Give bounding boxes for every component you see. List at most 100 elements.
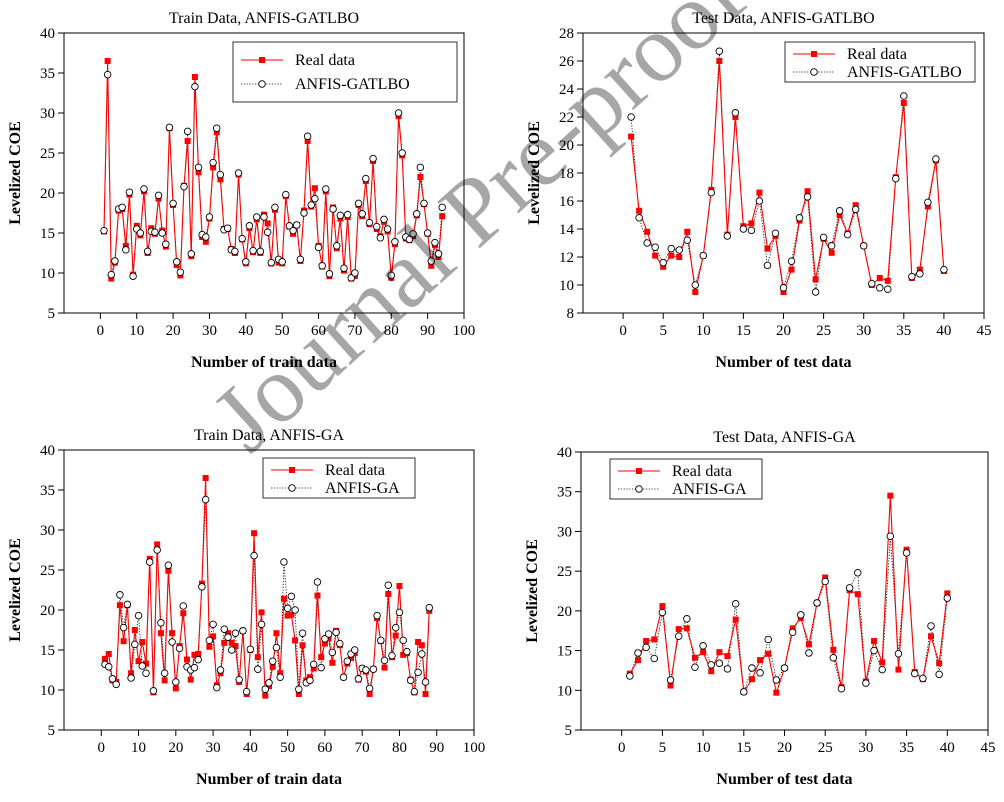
real-data-point xyxy=(876,275,883,281)
y-tick-label: 40 xyxy=(40,443,55,459)
model-data-point xyxy=(249,246,257,255)
y-tick-label: 10 xyxy=(40,266,55,282)
y-tick-label: 18 xyxy=(559,166,574,182)
real-data-point xyxy=(708,668,715,675)
model-data-point xyxy=(843,230,852,239)
real-data-point xyxy=(748,220,755,227)
x-tick-label: 0 xyxy=(618,740,626,756)
legend-box xyxy=(262,457,416,499)
model-data-point xyxy=(908,272,916,281)
model-data-point xyxy=(691,663,699,672)
model-data-point xyxy=(851,205,860,214)
real-data-point xyxy=(206,643,213,650)
model-data-point xyxy=(635,214,643,222)
legend-box xyxy=(784,41,976,83)
real-data-point xyxy=(692,289,699,295)
real-data-point xyxy=(944,590,951,597)
model-series-line xyxy=(104,499,430,694)
real-data-point xyxy=(652,252,659,259)
model-data-point xyxy=(149,687,158,695)
model-data-point xyxy=(365,218,374,227)
real-data-point xyxy=(667,682,674,689)
real-data-point xyxy=(924,203,931,210)
model-data-point xyxy=(683,236,692,244)
real-data-point xyxy=(264,220,271,227)
model-data-point xyxy=(227,646,236,654)
model-data-point xyxy=(300,209,308,217)
y-tick-label: 10 xyxy=(559,278,574,294)
model-data-point xyxy=(205,636,214,645)
y-tick-label: 24 xyxy=(559,82,575,98)
model-data-point xyxy=(715,659,724,668)
x-tick-label: 20 xyxy=(166,323,181,339)
model-data-point xyxy=(256,247,265,256)
x-tick-label: 5 xyxy=(659,323,667,339)
real-data-point xyxy=(417,174,424,180)
real-data-point xyxy=(258,609,265,616)
real-data-point xyxy=(273,630,280,637)
model-data-point xyxy=(927,622,935,630)
y-tick-label: 16 xyxy=(559,194,575,210)
x-tick-label: 35 xyxy=(899,740,914,756)
y-tick-label: 22 xyxy=(559,110,574,126)
model-data-point xyxy=(642,643,650,652)
real-data-point xyxy=(325,635,332,641)
model-data-point xyxy=(194,163,203,172)
model-data-point xyxy=(292,221,301,229)
real-data-point xyxy=(732,616,739,623)
model-data-point xyxy=(377,636,385,645)
model-data-point xyxy=(260,213,268,221)
y-tick-label: 20 xyxy=(559,138,574,154)
real-data-point xyxy=(684,228,691,235)
x-tick-label: 20 xyxy=(776,323,791,339)
model-data-point xyxy=(423,229,432,237)
real-data-point xyxy=(191,651,198,658)
model-data-point xyxy=(362,174,370,183)
model-data-point xyxy=(394,109,403,117)
x-tick-label: 50 xyxy=(275,323,290,339)
y-tick-label: 30 xyxy=(40,106,55,122)
chart-svg: Train Data, ANFIS-GA 0 10 20 30 40 50 60 70 80 90 1… xyxy=(7,427,485,788)
model-data-point xyxy=(827,242,836,250)
real-data-point xyxy=(154,541,161,548)
model-data-point xyxy=(112,680,120,689)
legend-real-marker xyxy=(259,57,265,63)
model-data-point xyxy=(405,235,414,244)
model-data-point xyxy=(332,628,340,637)
y-tick-label: 35 xyxy=(40,483,55,499)
real-data-point xyxy=(879,659,886,666)
model-data-point xyxy=(358,210,366,218)
model-data-point xyxy=(797,611,805,619)
real-data-point xyxy=(104,58,111,64)
x-tick-label: 70 xyxy=(355,740,370,756)
chart-title: Train Data, ANFIS-GA xyxy=(194,427,345,444)
real-data-point xyxy=(314,592,321,599)
legend-model-label: ANFIS-GATLBO xyxy=(847,64,962,81)
real-data-point xyxy=(217,176,224,183)
real-data-point xyxy=(284,612,291,619)
model-data-point xyxy=(136,229,145,237)
y-tick-label: 20 xyxy=(40,603,55,619)
real-data-point xyxy=(128,670,135,677)
real-data-point xyxy=(180,610,187,617)
model-data-point xyxy=(627,113,635,121)
real-data-point xyxy=(634,657,641,664)
y-tick-label: 35 xyxy=(40,66,55,82)
model-data-point xyxy=(190,663,199,672)
real-data-point xyxy=(321,640,328,647)
model-data-point xyxy=(179,602,188,610)
real-data-point xyxy=(757,657,764,664)
model-data-point xyxy=(811,288,820,296)
x-tick-label: 30 xyxy=(206,740,221,756)
model-data-point xyxy=(187,250,196,258)
real-data-point xyxy=(683,625,690,632)
model-data-point xyxy=(151,228,159,236)
real-data-point xyxy=(184,656,190,663)
legend-real-marker xyxy=(636,468,642,474)
real-data-point xyxy=(900,100,907,106)
real-data-point xyxy=(318,654,325,661)
legend: Real data ANFIS-GATLBO xyxy=(232,41,458,103)
model-data-point xyxy=(870,646,878,655)
real-data-point xyxy=(292,637,299,644)
